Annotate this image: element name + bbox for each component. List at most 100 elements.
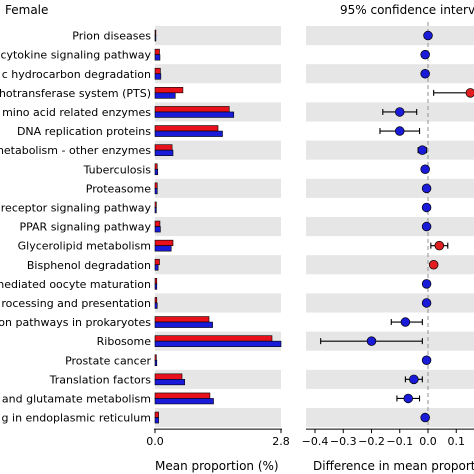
ci-x-tick-label: −0.3 <box>330 435 357 448</box>
category-label: cytokine signaling pathway <box>0 49 151 62</box>
ci-point <box>409 374 419 385</box>
ci-row-band <box>306 64 474 84</box>
bar-mark <box>154 321 213 328</box>
bar-mark <box>154 182 158 189</box>
bar-mark <box>154 188 158 195</box>
ci-marks <box>320 30 474 423</box>
bar-mark <box>154 335 273 342</box>
bar-mark <box>154 73 162 80</box>
category-label: Prostate cancer <box>65 354 151 367</box>
ci-point <box>421 355 432 366</box>
ci-row-bands <box>306 26 474 428</box>
ci-row-band <box>306 255 474 275</box>
ci-row-band <box>306 178 474 198</box>
bar-mark <box>154 373 183 380</box>
ci-x-tick-label: −0.2 <box>358 435 385 448</box>
bar-mark <box>154 201 157 208</box>
ci-point <box>421 298 432 308</box>
bar-mark <box>154 130 223 137</box>
category-label: Tuberculosis <box>83 163 152 176</box>
bar-row-band <box>155 255 281 275</box>
bar-mark <box>154 54 161 61</box>
bar-x-tick-label: 2.8 <box>272 435 290 448</box>
bar-mark <box>154 417 159 424</box>
bar-mark <box>154 398 214 405</box>
bar-mark <box>154 168 158 176</box>
ci-point <box>421 183 432 194</box>
ci-point <box>421 202 432 213</box>
bar-x-axis-label: Mean proportion (%) <box>155 459 279 473</box>
ci-x-tick-label: 0.1 <box>448 435 466 448</box>
category-labels: Prion diseases cytokine signaling pathway… <box>0 30 151 425</box>
bar-mark <box>154 283 158 290</box>
ci-point <box>417 145 428 155</box>
ci-title: 95% confidence interva <box>340 3 474 17</box>
category-label: hotransferase system (PTS) <box>0 87 151 100</box>
ci-point <box>434 240 445 251</box>
ci-point <box>403 393 413 404</box>
ci-x-axis: −0.4 −0.3 −0.2 −0.1 0.0 0.1 <box>302 428 474 448</box>
ci-point <box>465 88 474 98</box>
category-label: Bisphenol degradation <box>27 259 151 272</box>
ci-point <box>420 49 430 60</box>
bar-mark <box>154 149 174 156</box>
group-label: Female <box>5 3 48 17</box>
bar-mark <box>154 92 176 99</box>
category-label: metabolism - other enzymes <box>0 144 151 157</box>
bar-mark <box>154 302 158 309</box>
bar-mark <box>154 411 159 418</box>
bar-row-band <box>155 217 281 237</box>
bar-mark <box>154 29 157 36</box>
ci-row-band <box>306 26 474 46</box>
bar-row-band <box>155 178 281 198</box>
bar-mark <box>154 67 161 75</box>
ci-row-band <box>306 140 474 160</box>
ci-row-band <box>306 217 474 237</box>
bar-x-axis: 0.0 2.8 <box>146 428 290 448</box>
category-label: nediated oocyte maturation <box>0 278 151 291</box>
bar-mark <box>154 239 174 246</box>
bar-mark <box>154 258 160 266</box>
bar-mark <box>154 207 157 214</box>
category-label: g in endoplasmic reticulum <box>2 412 151 425</box>
ci-point <box>400 317 411 327</box>
bar-mark <box>154 264 159 271</box>
bar-mark <box>154 278 158 285</box>
ci-point <box>395 126 405 136</box>
ci-row-band <box>306 293 474 313</box>
bar-mark <box>154 35 157 42</box>
bar-mark <box>154 48 160 55</box>
bar-row-band <box>155 140 281 160</box>
bar-mark <box>154 245 172 252</box>
bar-row-band <box>155 408 281 428</box>
ci-point <box>423 30 433 41</box>
category-label: and glutamate metabolism <box>2 392 151 405</box>
ci-point <box>395 107 405 117</box>
ci-row-band <box>306 408 474 428</box>
bar-mark <box>154 220 161 227</box>
bar-row-band <box>155 26 281 46</box>
category-label: on pathways in prokaryotes <box>0 316 151 329</box>
ci-point <box>421 221 432 232</box>
ci-point <box>366 336 377 346</box>
category-label: Ribosome <box>97 335 152 348</box>
bar-mark <box>154 163 158 170</box>
bar-row-band <box>155 293 281 313</box>
category-label: receptor signaling pathway <box>1 201 152 214</box>
category-label: Translation factors <box>49 373 152 386</box>
category-label: rocessing and presentation <box>1 297 151 310</box>
bar-mark <box>154 226 161 233</box>
bar-mark <box>154 359 158 367</box>
category-label: DNA replication proteins <box>17 125 151 138</box>
ci-point <box>428 260 439 270</box>
ci-point <box>420 164 430 175</box>
category-label: mino acid related enzymes <box>2 106 151 119</box>
category-label: Glycerolipid metabolism <box>18 240 151 253</box>
bar-mark <box>154 125 219 132</box>
category-label: c hydrocarbon degradation <box>2 68 151 81</box>
bar-panel: Prion diseases cytokine signaling pathway… <box>0 3 290 473</box>
bar-x-tick-label: 0.0 <box>146 435 164 448</box>
ci-x-tick-label: 0.0 <box>419 435 437 448</box>
ci-x-tick-label: −0.4 <box>302 435 329 448</box>
bar-row-band <box>155 369 281 389</box>
